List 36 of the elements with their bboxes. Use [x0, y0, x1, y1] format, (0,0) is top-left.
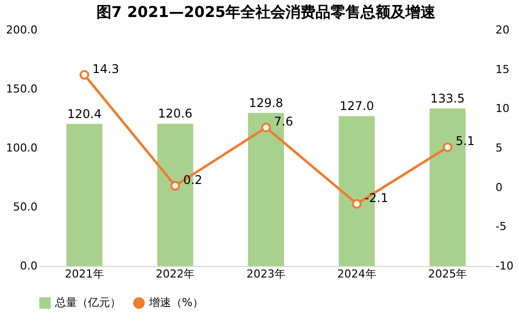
x-tick-label: 2022年 [156, 268, 195, 280]
bar [66, 124, 102, 266]
data-label: 120.4 [67, 106, 102, 121]
point [80, 70, 90, 80]
data-label: 14.3 [92, 62, 120, 76]
y2-tick-label: 0 [496, 180, 502, 194]
y2-tick-label: -10 [496, 260, 514, 272]
point [442, 142, 452, 152]
y-tick-label: 200.0 [6, 24, 38, 36]
x-tick-label: 2025年 [428, 268, 468, 280]
point [352, 198, 362, 209]
data-label: -2.1 [364, 190, 388, 205]
data-label: 120.6 [158, 106, 192, 121]
data-label: 7.6 [274, 114, 294, 129]
x-tick-label: 2023年 [246, 268, 286, 280]
x-tick-label: 2024年 [337, 268, 376, 280]
y2-tick-label: 10 [496, 102, 510, 116]
data-label: 129.8 [248, 96, 284, 110]
legend-label: 增速（%） [148, 296, 204, 309]
point [261, 122, 271, 132]
data-label: 0.2 [183, 172, 202, 187]
point [170, 180, 180, 191]
x-tick-label: 2021年 [64, 268, 104, 280]
y2-tick-label: 5 [496, 142, 502, 154]
y2-tick-label: 20 [496, 24, 510, 36]
data-label: 5.1 [456, 134, 475, 148]
legend-label: 总量（亿元） [54, 296, 121, 309]
data-label: 127.0 [340, 99, 374, 114]
data-label: 133.5 [430, 91, 465, 106]
y-tick-label: 150.0 [6, 82, 38, 96]
y2-tick-label: -5 [496, 220, 506, 234]
y-tick-label: 50.0 [13, 200, 38, 214]
chart-title: 图7 2021—2025年全社会消费品零售总额及增速 [96, 3, 437, 21]
y-tick-label: 0.0 [20, 260, 38, 272]
y-tick-label: 100.0 [6, 142, 38, 154]
y2-tick-label: 15 [496, 62, 510, 76]
